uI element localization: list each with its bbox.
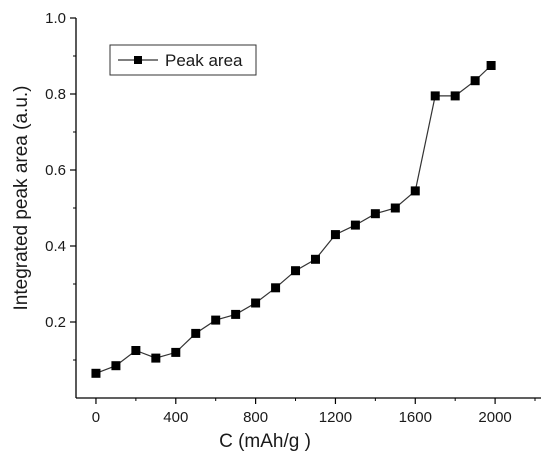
data-point bbox=[330, 230, 340, 240]
legend-marker-sample bbox=[134, 56, 142, 64]
x-axis-title: C (mAh/g ) bbox=[219, 431, 311, 452]
data-point bbox=[450, 91, 460, 101]
x-axis-ticks: 0 400 800 1200 1600 2000 bbox=[92, 398, 536, 426]
data-point bbox=[151, 353, 161, 363]
x-tick-label: 800 bbox=[243, 409, 268, 426]
x-tick-label: 1200 bbox=[319, 409, 352, 426]
data-point bbox=[410, 186, 420, 196]
y-tick-label: 1.0 bbox=[45, 10, 66, 27]
data-point bbox=[191, 328, 201, 338]
y-axis-title: Integrated peak area (a.u.) bbox=[11, 86, 32, 311]
x-tick-label: 400 bbox=[163, 409, 188, 426]
data-point bbox=[91, 368, 101, 378]
data-point bbox=[231, 309, 241, 319]
data-point bbox=[390, 203, 400, 213]
y-tick-label: 0.8 bbox=[45, 86, 66, 103]
x-tick-label: 0 bbox=[92, 409, 100, 426]
legend: Peak area bbox=[109, 44, 257, 76]
y-tick-label: 0.4 bbox=[45, 238, 66, 255]
data-point bbox=[171, 347, 181, 357]
data-point bbox=[470, 76, 480, 86]
data-point bbox=[310, 254, 320, 264]
data-point bbox=[291, 266, 301, 276]
x-tick-label: 2000 bbox=[478, 409, 511, 426]
data-point bbox=[211, 315, 221, 325]
data-point bbox=[430, 91, 440, 101]
y-tick-label: 0.6 bbox=[45, 162, 66, 179]
data-point bbox=[131, 346, 141, 355]
series-layer bbox=[91, 61, 496, 378]
data-point bbox=[271, 283, 281, 293]
data-point bbox=[486, 61, 496, 70]
legend-label: Peak area bbox=[165, 51, 243, 70]
x-tick-label: 1600 bbox=[399, 409, 432, 426]
data-point bbox=[350, 220, 360, 230]
y-tick-label: 0.2 bbox=[45, 314, 66, 331]
data-point bbox=[370, 209, 380, 219]
data-point bbox=[111, 361, 121, 371]
y-axis-ticks: 0.2 0.4 0.6 0.8 1.0 bbox=[45, 10, 76, 361]
data-point bbox=[251, 298, 261, 308]
